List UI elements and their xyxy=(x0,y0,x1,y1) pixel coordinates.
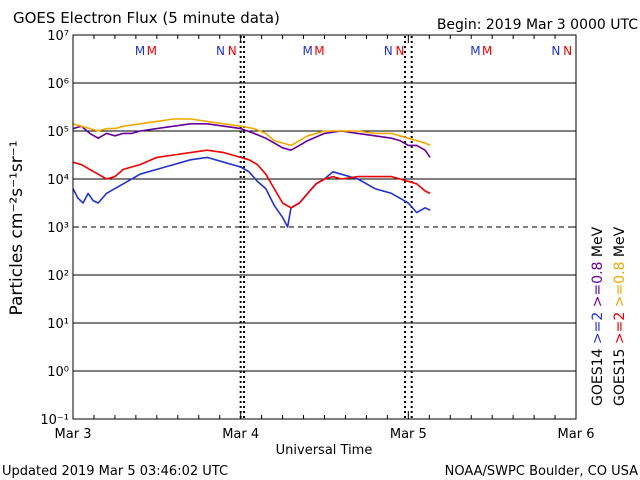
grid-layer xyxy=(73,36,576,418)
credit-text: NOAA/SWPC Boulder, CO USA xyxy=(445,464,638,479)
eclipse-marker-label: N xyxy=(551,44,560,58)
y-tick-label: 10⁶ xyxy=(47,77,69,92)
chart-title: GOES Electron Flux (5 minute data) xyxy=(13,9,280,27)
legend-entry: >=0.8 xyxy=(590,257,606,307)
legend-entry: MeV xyxy=(612,226,628,257)
updated-timestamp: Updated 2019 Mar 5 03:46:02 UTC xyxy=(2,464,228,479)
begin-time: Begin: 2019 Mar 3 0000 UTC xyxy=(437,17,638,33)
series-line xyxy=(72,156,431,228)
y-axis-label: Particles cm⁻²s⁻¹sr⁻¹ xyxy=(7,140,27,315)
x-tick-label: Mar 4 xyxy=(222,427,259,442)
eclipse-marker-label: M xyxy=(303,44,313,58)
legend-entry: >=2 xyxy=(590,307,606,344)
eclipse-marker-label: M xyxy=(147,44,157,58)
eclipse-marker-label: M xyxy=(314,44,324,58)
legend: GOES14 >=2 >=0.8 MeV GOES15 >=2 >=0.8 Me… xyxy=(590,226,628,406)
y-tick-label: 10² xyxy=(47,269,69,284)
eclipse-marker-label: N xyxy=(228,44,237,58)
legend-row: GOES14 >=2 >=0.8 MeV xyxy=(590,226,606,406)
y-tick-label: 10⁰ xyxy=(47,365,69,380)
x-axis-label: Universal Time xyxy=(276,443,373,458)
axis-layer: 10⁻¹ 10⁰ 10¹ 10² 10³ 10⁴ 10⁵ 10⁶ 10⁷ Mar 3 Mar 4 Ma… xyxy=(40,29,594,442)
series-layer xyxy=(72,118,431,228)
eclipse-marker-label: M xyxy=(482,44,492,58)
eclipse-marker-label: M xyxy=(470,44,480,58)
series-line xyxy=(72,149,431,209)
legend-satellite-name: GOES14 xyxy=(590,344,606,406)
x-tick-label: Mar 6 xyxy=(558,427,595,442)
eclipse-marker-label: N xyxy=(395,44,404,58)
legend-row: GOES15 >=2 >=0.8 MeV xyxy=(612,226,628,406)
series-line xyxy=(72,118,431,147)
legend-entry: >=0.8 xyxy=(612,257,628,307)
x-tick-label: Mar 3 xyxy=(55,427,92,442)
x-tick-label: Mar 5 xyxy=(390,427,427,442)
y-tick-label: 10³ xyxy=(47,221,69,236)
legend-entry: >=2 xyxy=(612,307,628,344)
y-tick-label: 10⁻¹ xyxy=(40,413,69,428)
series-line xyxy=(72,123,431,158)
y-tick-label: 10⁵ xyxy=(47,125,69,140)
y-tick-label: 10⁴ xyxy=(47,173,69,188)
eclipse-marker-label: N xyxy=(563,44,572,58)
legend-satellite-name: GOES15 xyxy=(612,344,628,406)
y-tick-label: 10⁷ xyxy=(47,29,69,44)
y-tick-label: 10¹ xyxy=(47,317,69,332)
legend-entry: MeV xyxy=(590,226,606,257)
eclipse-marker-label: N xyxy=(216,44,225,58)
eclipse-marker-label: M xyxy=(135,44,145,58)
eclipse-marker-label: N xyxy=(384,44,393,58)
